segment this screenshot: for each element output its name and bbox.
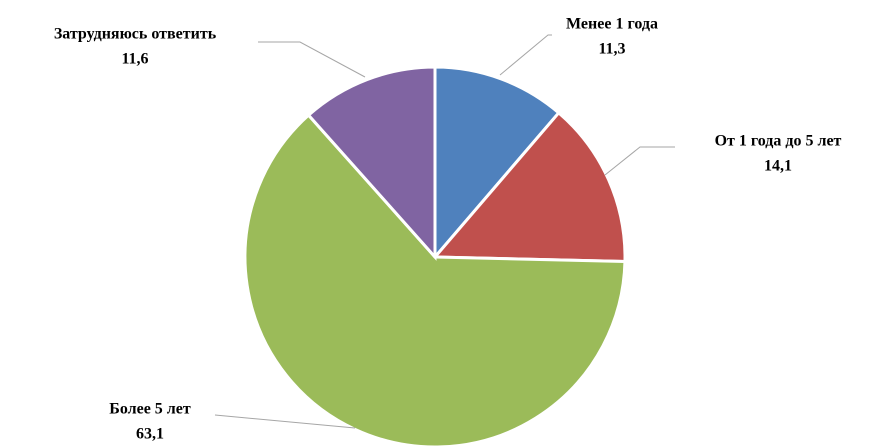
- category-label: Менее 1 года: [566, 16, 658, 33]
- pie-slice: [306, 65, 437, 261]
- leader-line: [214, 414, 356, 429]
- leader-line: [604, 146, 675, 176]
- pie-slice: [243, 113, 627, 446]
- category-label: Более 5 лет: [109, 401, 191, 418]
- value-label: 14,1: [764, 158, 792, 175]
- category-label: От 1 года до 5 лет: [715, 133, 842, 150]
- category-label: Затрудняюсь ответить: [54, 26, 217, 43]
- value-label: 63,1: [136, 426, 164, 443]
- value-label: 11,6: [121, 51, 148, 68]
- leader-line: [499, 34, 552, 76]
- value-label: 11,3: [598, 41, 625, 58]
- pie-slice: [433, 65, 561, 262]
- leader-line: [258, 41, 366, 78]
- pie-slice: [431, 110, 627, 264]
